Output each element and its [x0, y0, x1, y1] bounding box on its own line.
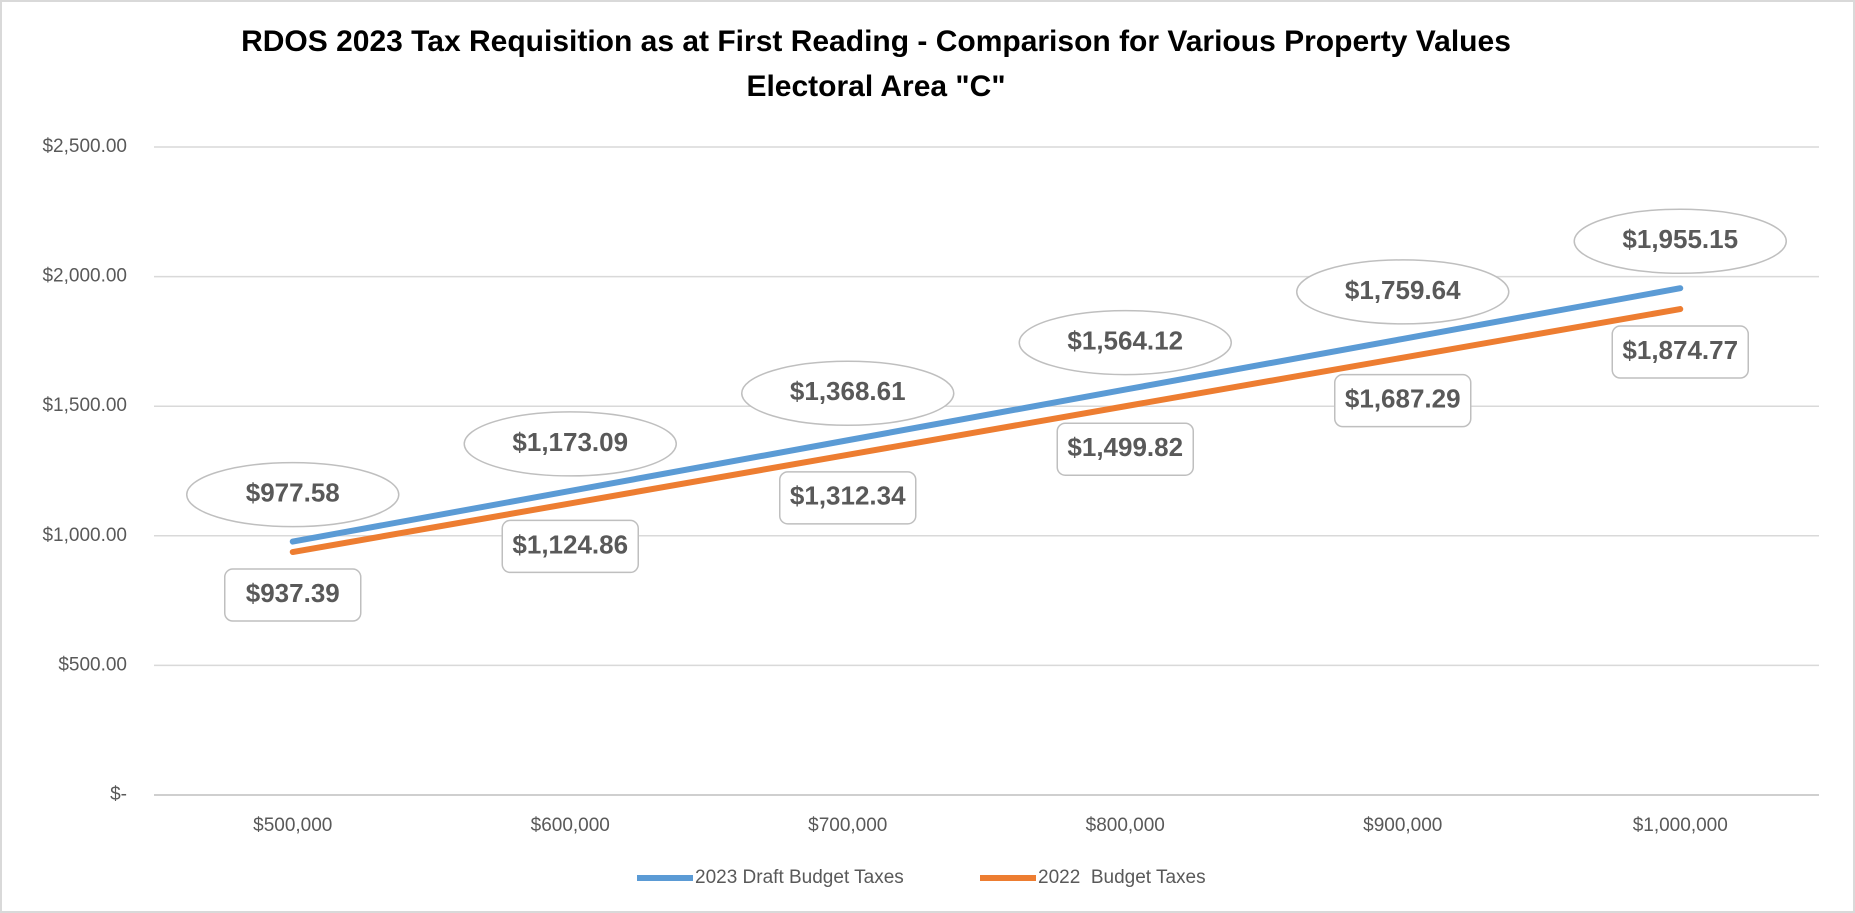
data-label: $1,759.64 [1345, 275, 1461, 305]
chart-title: RDOS 2023 Tax Requisition as at First Re… [241, 25, 1511, 58]
label-ellipse [741, 360, 955, 427]
y-tick-label: $500.00 [58, 654, 127, 675]
series-line [289, 306, 1684, 556]
data-label: $1,874.77 [1622, 335, 1738, 365]
y-tick-label: $1,000.00 [42, 525, 127, 546]
series-line [289, 285, 1684, 545]
data-label: $1,312.34 [790, 481, 906, 511]
label-ellipse [1296, 259, 1510, 325]
label-box [1611, 325, 1749, 379]
x-tick-label: $500,000 [253, 815, 332, 836]
x-tick-label: $900,000 [1363, 815, 1442, 836]
data-label: $1,955.15 [1622, 224, 1738, 254]
x-tick-label: $1,000,000 [1633, 815, 1728, 836]
label-ellipse [186, 461, 400, 528]
y-tick-label: $- [110, 784, 127, 805]
y-tick-label: $1,500.00 [42, 395, 127, 416]
label-ellipse [1573, 208, 1787, 274]
label-box [1334, 373, 1472, 428]
label-ellipse [463, 411, 677, 477]
legend-label: 2022 Budget Taxes [1038, 867, 1206, 888]
label-box [779, 471, 917, 525]
data-label: $1,173.09 [512, 427, 628, 457]
legend-label: 2023 Draft Budget Taxes [695, 867, 904, 888]
data-label: $1,564.12 [1067, 325, 1183, 355]
label-box [224, 568, 362, 622]
data-label: $1,687.29 [1345, 384, 1461, 414]
y-tick-label: $2,000.00 [42, 266, 127, 287]
x-tick-label: $800,000 [1086, 815, 1165, 836]
x-tick-label: $700,000 [808, 815, 887, 836]
data-label: $977.58 [246, 477, 340, 507]
chart-title: Electoral Area "C" [746, 70, 1005, 103]
data-label: $1,368.61 [790, 376, 906, 406]
label-box [501, 519, 639, 574]
data-label: $937.39 [246, 578, 340, 608]
data-label: $1,124.86 [512, 529, 628, 559]
y-tick-label: $2,500.00 [42, 136, 127, 157]
data-label: $1,499.82 [1067, 432, 1183, 462]
label-ellipse [1018, 309, 1232, 376]
label-box [1056, 422, 1194, 476]
x-tick-label: $600,000 [531, 815, 610, 836]
